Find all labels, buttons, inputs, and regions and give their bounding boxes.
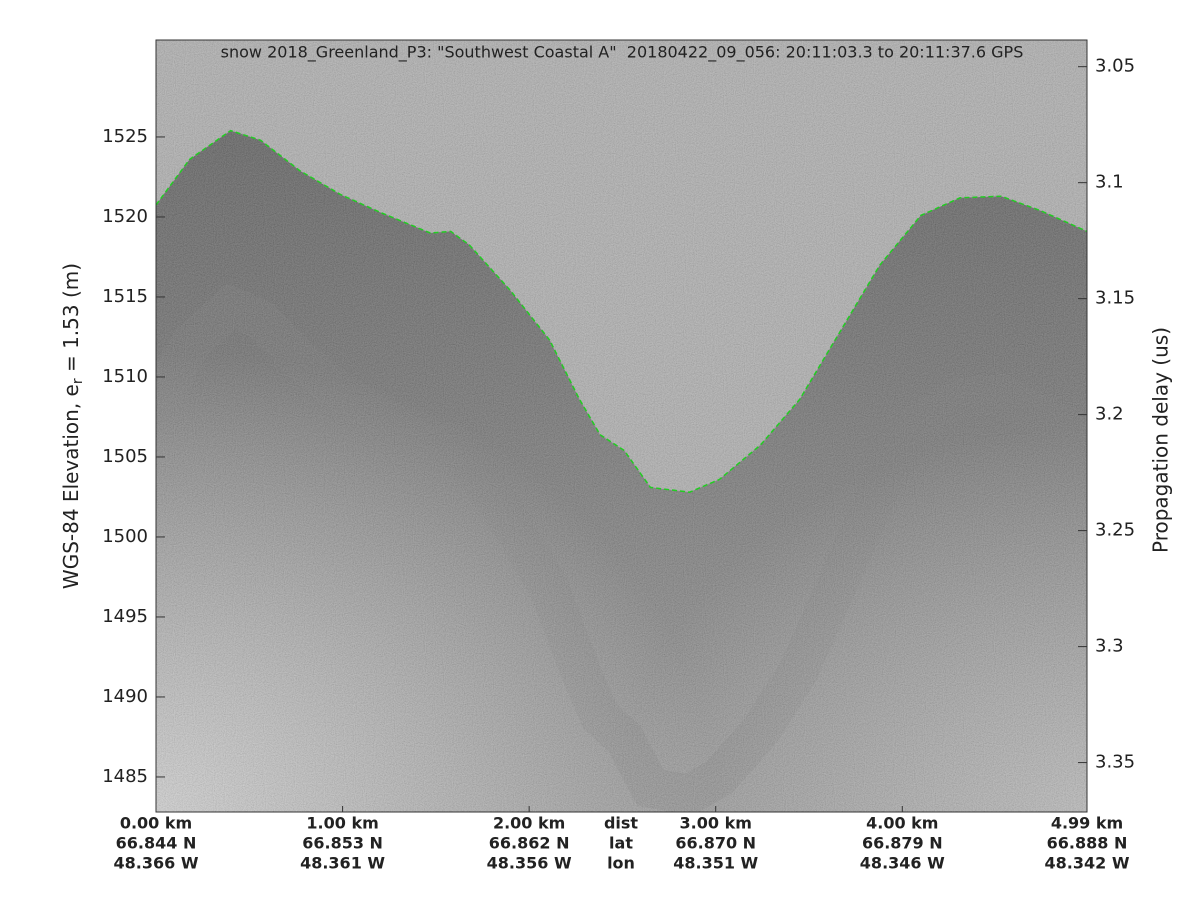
x-tick-label: 4.99 km bbox=[1051, 814, 1123, 833]
x-tick-label: 2.00 km bbox=[493, 814, 565, 833]
x-tick-label: 0.00 km bbox=[120, 814, 192, 833]
chart-title: snow 2018_Greenland_P3: "Southwest Coast… bbox=[221, 43, 1024, 63]
lon-label: 48.346 W bbox=[860, 854, 945, 873]
y-tick-label: 1520 bbox=[102, 206, 148, 227]
y-label-subscript: r bbox=[70, 378, 86, 384]
plot-overlay bbox=[155, 129, 1088, 493]
y-tick-label: 1490 bbox=[102, 686, 148, 707]
lat-label: 66.888 N bbox=[1047, 834, 1128, 853]
x-tick-label: 1.00 km bbox=[306, 814, 378, 833]
lon-label: 48.351 W bbox=[673, 854, 758, 873]
y-tick-label: 1495 bbox=[102, 606, 148, 627]
plot-area bbox=[156, 40, 1087, 812]
y-tick-label: 1515 bbox=[102, 286, 148, 307]
y2-tick-label: 3.3 bbox=[1095, 636, 1124, 657]
plot-frame bbox=[155, 39, 1088, 813]
y2-tick-label: 3.35 bbox=[1095, 752, 1135, 773]
y-tick-label: 1525 bbox=[102, 126, 148, 147]
lat-label: 66.853 N bbox=[302, 834, 383, 853]
surface-line bbox=[155, 129, 1088, 493]
lat-label: 66.844 N bbox=[116, 834, 197, 853]
lon-label: 48.366 W bbox=[114, 854, 199, 873]
y-tick-label: 1500 bbox=[102, 526, 148, 547]
y-label-suffix: = 1.53 (m) bbox=[59, 263, 83, 378]
x-tick-label: 4.00 km bbox=[866, 814, 938, 833]
y2-tick-label: 3.15 bbox=[1095, 288, 1135, 309]
y2-axis-label: Propagation delay (us) bbox=[1149, 327, 1173, 553]
y2-tick-label: 3.05 bbox=[1095, 56, 1135, 77]
y2-tick-label: 3.25 bbox=[1095, 520, 1135, 541]
lat-label: 66.862 N bbox=[489, 834, 570, 853]
row-label: lon bbox=[607, 854, 635, 873]
lat-label: 66.879 N bbox=[862, 834, 943, 853]
texture-noise bbox=[156, 40, 1087, 812]
y-tick-label: 1510 bbox=[102, 366, 148, 387]
y-tick-label: 1505 bbox=[102, 446, 148, 467]
lon-label: 48.342 W bbox=[1045, 854, 1130, 873]
y-label-text: WGS-84 Elevation, e bbox=[59, 384, 83, 589]
y2-tick-label: 3.2 bbox=[1095, 404, 1124, 425]
lon-label: 48.361 W bbox=[300, 854, 385, 873]
lat-label: 66.870 N bbox=[675, 834, 756, 853]
x-tick-label: 3.00 km bbox=[680, 814, 752, 833]
lon-label: 48.356 W bbox=[487, 854, 572, 873]
y-tick-label: 1485 bbox=[102, 766, 148, 787]
row-label: dist bbox=[604, 814, 638, 833]
y-axis-label: WGS-84 Elevation, er = 1.53 (m) bbox=[59, 263, 87, 589]
y2-tick-label: 3.1 bbox=[1095, 172, 1124, 193]
row-label: lat bbox=[609, 834, 633, 853]
